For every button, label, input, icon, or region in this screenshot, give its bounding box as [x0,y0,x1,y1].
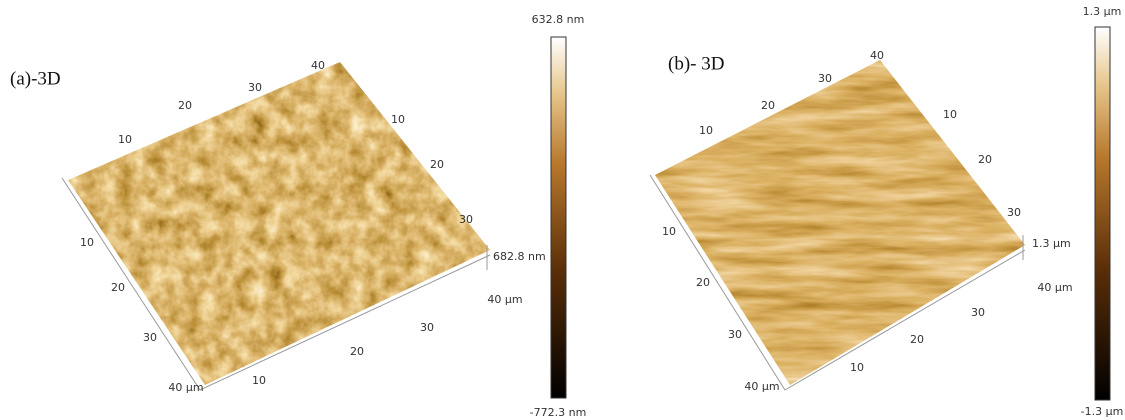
tick-label: 10 [118,133,132,146]
tick-label: 10 [943,108,957,121]
tick-label: 20 [430,158,444,171]
tick-label: 10 [850,361,864,374]
tick-label: 20 [910,333,924,346]
panel-label: (a)-3D [10,68,61,89]
tick-label: 30 [143,331,157,344]
tick-label: 10 [252,374,266,387]
tick-label: 30 [728,328,742,341]
tick-label: 10 [391,113,405,126]
surface [655,60,1025,385]
tick-label: 40 [311,59,325,72]
tick-label: 20 [350,345,364,358]
tick-label: 30 [971,306,985,319]
figure: (a)-3D 632.8 nm -772.3 nm 682.8 nm (b)- … [0,0,1125,420]
tick-label: 40 µm [1037,281,1072,294]
surface [68,62,490,385]
panel-label: (b)- 3D [668,53,724,74]
z-scale: 682.8 nm [493,250,546,263]
tick-label: 20 [178,99,192,112]
tick-label: 40 µm [744,380,779,393]
tick-label: 20 [761,99,775,112]
tick-label: 40 [870,49,884,62]
tick-label: 10 [80,236,94,249]
tick-label: 30 [420,321,434,334]
colorbar-min: -772.3 nm [530,406,587,419]
colorbar-max: 632.8 nm [532,13,585,26]
tick-label: 30 [818,72,832,85]
tick-label: 20 [696,276,710,289]
colorbar [1095,27,1110,400]
tick-label: 20 [111,281,125,294]
tick-label: 30 [1007,206,1021,219]
tick-label: 10 [699,124,713,137]
tick-label: 30 [459,213,473,226]
colorbar [551,37,566,398]
z-scale: 1.3 µm [1032,237,1071,250]
tick-label: 20 [978,153,992,166]
tick-label: 40 µm [168,381,203,394]
colorbar-max: 1.3 µm [1083,5,1122,18]
tick-label: 10 [662,225,676,238]
tick-label: 40 µm [487,293,522,306]
tick-label: 30 [248,81,262,94]
colorbar-min: -1.3 µm [1081,405,1124,418]
